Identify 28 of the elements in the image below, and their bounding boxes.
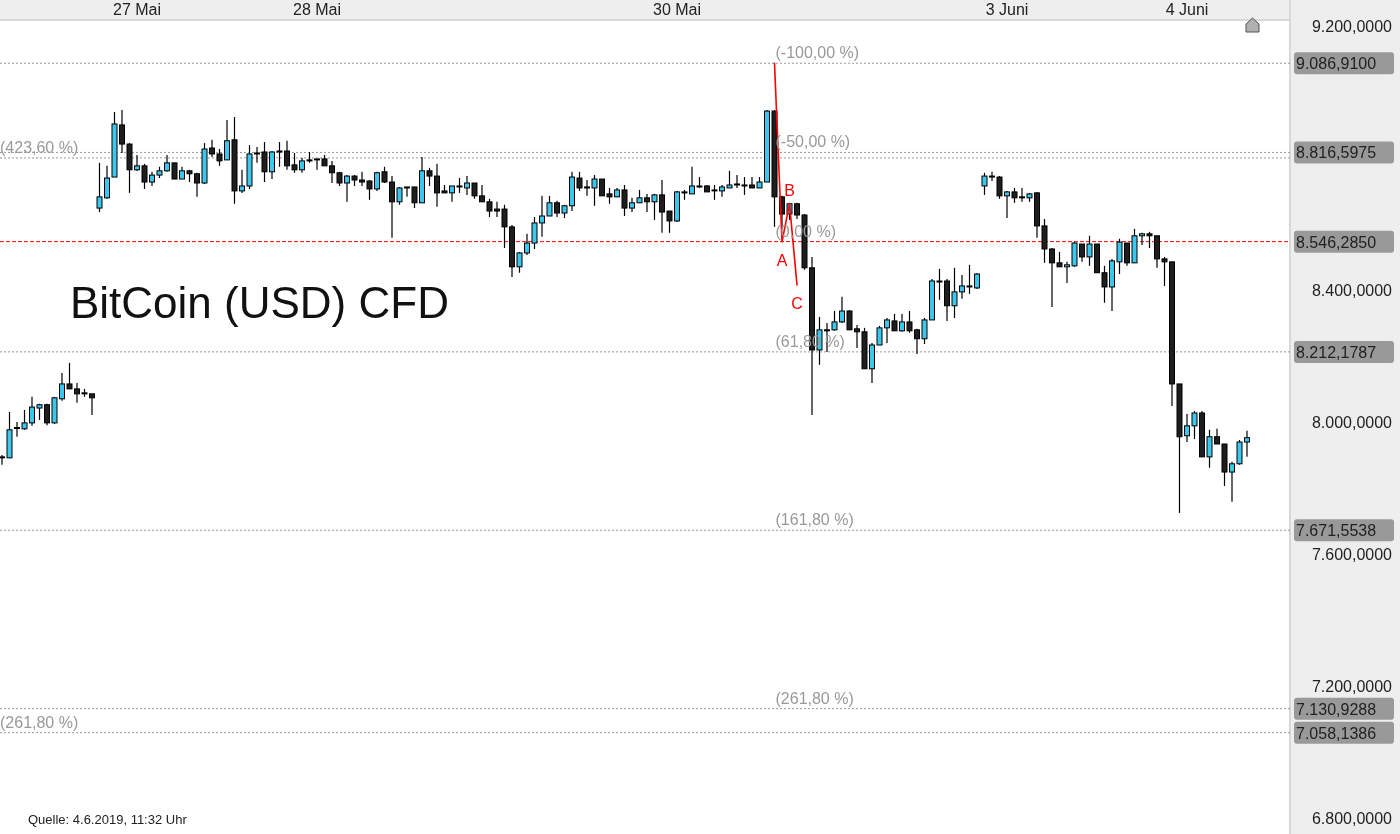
ref-line-label: 8.546,2850 [1296,233,1377,251]
ref-line-label: 7.130,9288 [1296,700,1377,718]
y-tick-label: 6.800,0000 [1311,809,1393,827]
annotation: (261,80 %) [0,713,79,731]
x-tick-label: 3 Juni [985,1,1029,18]
y-tick-label: 8.400,0000 [1311,281,1393,299]
ref-line-label: 7.058,1386 [1296,724,1377,742]
x-tick-label: 28 Mai [292,1,342,18]
y-tick-label: 8.000,0000 [1311,413,1393,431]
y-tick-label: 7.200,0000 [1311,677,1393,695]
y-tick-label: 7.600,0000 [1311,545,1393,563]
x-tick-label: 30 Mai [652,1,702,18]
data-label: C [791,294,803,312]
data-label: B [784,181,795,199]
y-tick-label: 9.200,0000 [1311,17,1393,35]
x-tick-label: 27 Mai [112,1,162,18]
text: BitCoin (USD) CFD [70,278,449,327]
ref-line-label: 8.816,5975 [1296,144,1377,162]
annotation: (161,80 %) [775,511,854,529]
annotation: (-100,00 %) [775,44,860,62]
ref-line-label: 9.086,9100 [1296,55,1377,73]
annotation: (423,60 %) [0,138,79,156]
ref-line-label: 8.212,1787 [1296,343,1377,361]
annotation: Quelle: 4.6.2019, 11:32 Uhr [28,812,188,827]
x-tick-label: 4 Juni [1165,1,1209,18]
ref-line-label: 7.671,5538 [1296,522,1377,540]
annotation: (261,80 %) [775,689,854,707]
data-label: A [776,251,788,269]
